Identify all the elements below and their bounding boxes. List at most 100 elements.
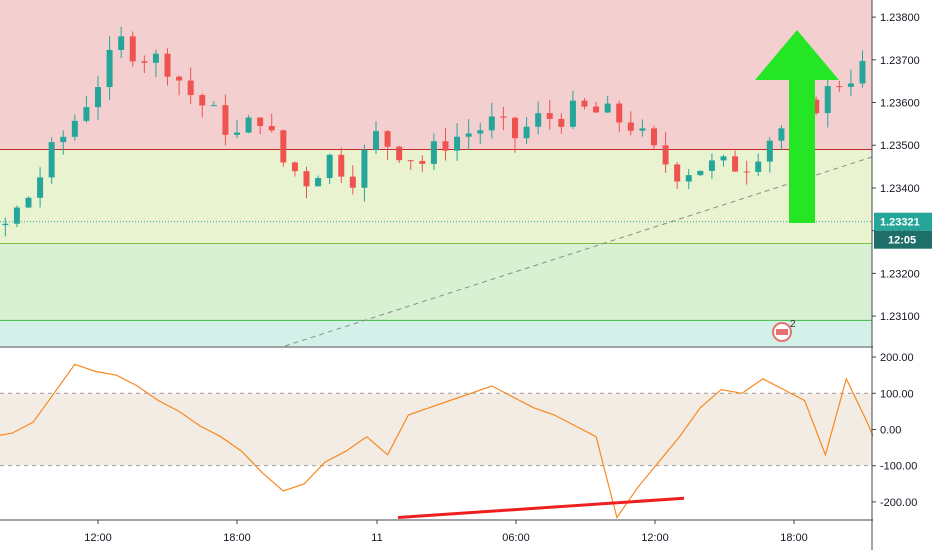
candle-body-83 bbox=[778, 128, 785, 141]
candle-body-23 bbox=[83, 107, 90, 121]
oscillator-divergence-line bbox=[397, 496, 685, 519]
candle-body-51 bbox=[407, 160, 414, 162]
candle-body-28 bbox=[141, 61, 148, 63]
candle-body-20 bbox=[48, 142, 55, 178]
price-zone-2 bbox=[0, 243, 872, 321]
price-tick-label-0: 1.23800 bbox=[880, 12, 920, 24]
candle-body-81 bbox=[755, 161, 762, 172]
candle-body-32 bbox=[187, 80, 194, 96]
flag-badge-stripes bbox=[776, 329, 788, 335]
candle-body-77 bbox=[708, 160, 715, 171]
candlestick-series bbox=[2, 26, 866, 237]
candle-body-74 bbox=[674, 164, 681, 182]
candle-body-62 bbox=[535, 113, 542, 127]
candle-body-70 bbox=[627, 122, 634, 131]
osc-tick-label-0: 200.00 bbox=[880, 352, 914, 364]
candle-body-26 bbox=[118, 36, 125, 50]
current-price-badge: 1.23321 12:05 bbox=[874, 212, 932, 249]
current-price-value: 1.23321 bbox=[880, 217, 920, 229]
candle-body-25 bbox=[106, 49, 113, 88]
candle-body-69 bbox=[616, 103, 623, 123]
time-tick-label-3: 06:00 bbox=[502, 532, 530, 544]
price-tick-label-2: 1.23600 bbox=[880, 98, 920, 110]
price-tick-label-6: 1.23200 bbox=[880, 268, 920, 280]
time-tick-label-4: 12:00 bbox=[641, 532, 669, 544]
candle-body-47 bbox=[361, 149, 368, 188]
candle-body-41 bbox=[291, 162, 298, 172]
osc-tick-label-1: 100.00 bbox=[880, 388, 914, 400]
candle-body-66 bbox=[581, 100, 588, 107]
osc-tick-label-4: -200.00 bbox=[880, 497, 917, 509]
candle-body-90 bbox=[859, 60, 866, 84]
candle-body-29 bbox=[152, 53, 159, 63]
candle-body-31 bbox=[176, 76, 183, 81]
candle-body-38 bbox=[257, 117, 264, 127]
chart-drawings: 2 bbox=[0, 30, 932, 347]
candle-body-43 bbox=[315, 178, 322, 187]
candle-body-86 bbox=[813, 99, 820, 114]
candle-body-68 bbox=[604, 103, 611, 113]
candle-body-21 bbox=[60, 136, 67, 143]
oscillator-line bbox=[0, 363, 932, 519]
candle-body-64 bbox=[558, 118, 565, 127]
candle-body-60 bbox=[512, 117, 518, 139]
candle-body-35 bbox=[222, 105, 229, 135]
candle-body-45 bbox=[338, 154, 345, 177]
candle-body-52 bbox=[419, 160, 426, 164]
candle-body-72 bbox=[651, 128, 657, 146]
countdown-badge-bg bbox=[874, 230, 932, 249]
candle-body-53 bbox=[430, 141, 437, 164]
candle-body-46 bbox=[349, 176, 356, 188]
candle-body-87 bbox=[824, 86, 831, 114]
time-tick-label-0: 12:00 bbox=[84, 532, 112, 544]
candle-body-73 bbox=[662, 145, 669, 165]
candle-body-78 bbox=[720, 156, 727, 161]
candle-body-67 bbox=[593, 106, 600, 113]
candle-body-36 bbox=[234, 132, 240, 135]
price-tick-label-3: 1.23500 bbox=[880, 140, 920, 152]
candle-body-80 bbox=[743, 171, 750, 173]
osc-tick-label-3: -100.00 bbox=[880, 461, 917, 473]
candle-body-59 bbox=[500, 116, 507, 118]
price-tick-label-1: 1.23700 bbox=[880, 55, 920, 67]
oscillator-pane-background bbox=[0, 392, 872, 467]
candle-body-61 bbox=[523, 126, 530, 139]
candle-body-27 bbox=[129, 36, 136, 62]
candle-body-42 bbox=[303, 171, 310, 187]
flag-badge-count: 2 bbox=[790, 319, 796, 330]
flag-badge-icon: 2 bbox=[772, 319, 796, 342]
candle-body-48 bbox=[373, 131, 379, 150]
candle-body-33 bbox=[199, 95, 206, 106]
current-price-badge-bg bbox=[874, 212, 932, 231]
price-tick-label-4: 1.23400 bbox=[880, 183, 920, 195]
axis-labels: 1.23800 1.23700 1.23600 1.23500 1.23400 1.233… bbox=[84, 12, 932, 544]
candle-body-30 bbox=[164, 53, 171, 77]
up-arrow-icon bbox=[755, 30, 839, 223]
candle-body-49 bbox=[384, 131, 391, 147]
candle-body-54 bbox=[442, 141, 449, 151]
candle-body-71 bbox=[639, 128, 646, 131]
price-zone-0 bbox=[0, 0, 872, 150]
candle-body-57 bbox=[477, 130, 484, 134]
candle-body-89 bbox=[847, 83, 854, 87]
candle-body-58 bbox=[488, 116, 495, 131]
price-zone-1 bbox=[0, 149, 872, 244]
candle-body-24 bbox=[95, 87, 101, 108]
dashed-trend-line bbox=[284, 156, 873, 347]
candle-body-56 bbox=[465, 133, 472, 137]
time-tick-label-1: 18:00 bbox=[223, 532, 251, 544]
y-axis-area bbox=[873, 0, 932, 550]
bar-countdown: 12:05 bbox=[888, 235, 916, 247]
price-zone-3 bbox=[0, 320, 872, 346]
candle-body-44 bbox=[326, 154, 333, 179]
candle-body-34 bbox=[210, 105, 217, 107]
candle-body-18 bbox=[25, 197, 32, 208]
candle-body-79 bbox=[732, 156, 739, 172]
candle-body-19 bbox=[37, 177, 44, 198]
candle-body-55 bbox=[454, 136, 461, 151]
candle-body-16 bbox=[2, 223, 9, 226]
oscillator-band bbox=[0, 393, 872, 466]
osc-tick-label-2: 0.00 bbox=[880, 424, 901, 436]
